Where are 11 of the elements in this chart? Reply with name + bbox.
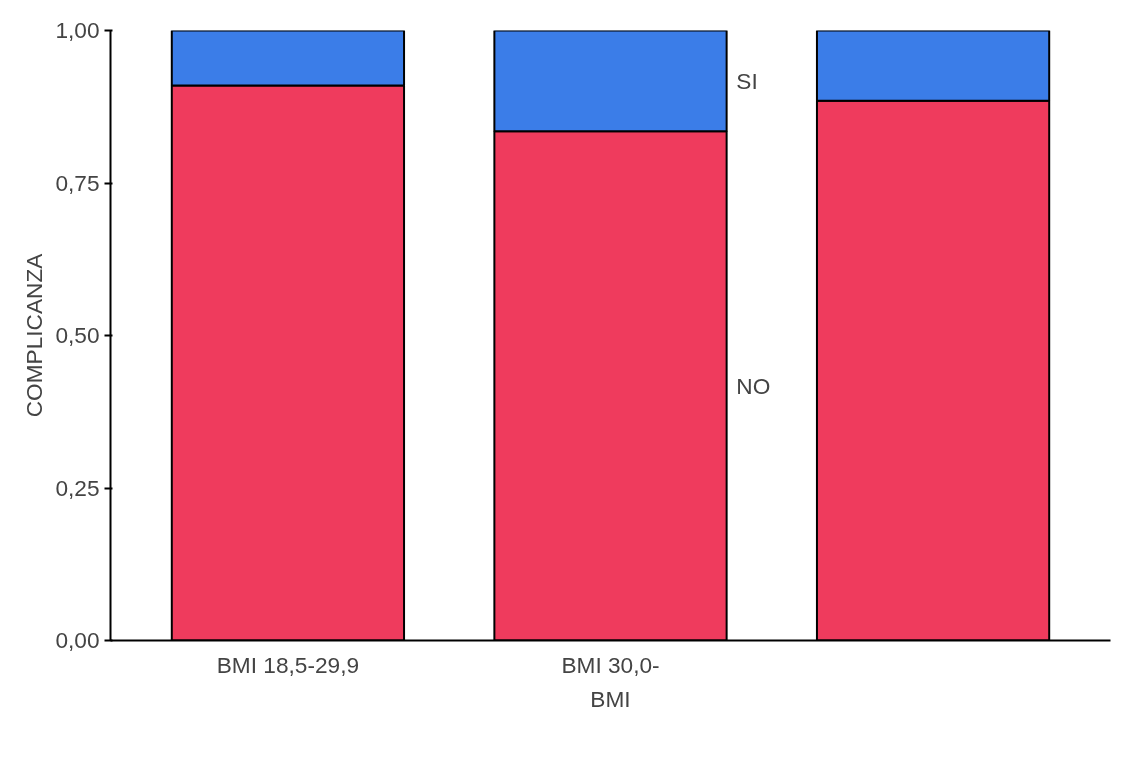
x-tick-label: BMI 30,0- — [561, 651, 660, 678]
y-tick-label: 0,25 — [55, 474, 100, 501]
series-label: NO — [736, 372, 771, 399]
series-label: SI — [736, 67, 758, 94]
x-axis-title: BMI — [590, 685, 631, 712]
y-tick-label: 0,50 — [55, 322, 100, 348]
y-tick-label: 0,00 — [55, 627, 100, 653]
y-tick-label: 0,75 — [55, 169, 100, 196]
y-tick-label: 1,00 — [55, 17, 100, 43]
x-tick-label: BMI 18,5-29,9 — [216, 651, 360, 678]
y-axis-title: COMPLICANZA — [21, 252, 48, 418]
